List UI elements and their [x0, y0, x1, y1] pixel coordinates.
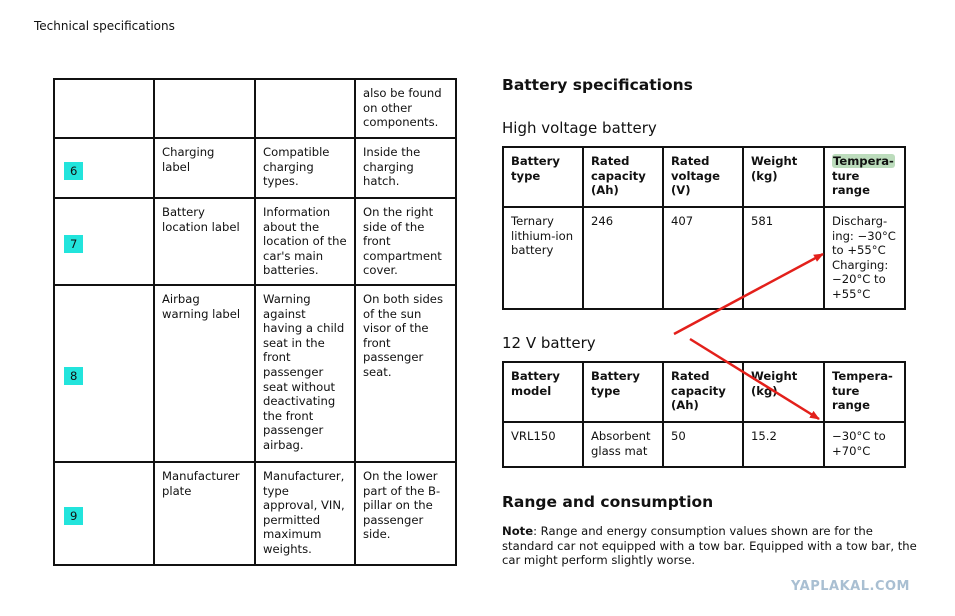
number-cell: 7 [53, 197, 155, 286]
item-number-badge: 8 [64, 367, 84, 386]
battery-specs-heading: Battery specifications [502, 76, 693, 94]
number-cell: 9 [53, 460, 155, 566]
cell: 407 [662, 206, 744, 310]
12v-battery-table: Battery model Battery type Rated capacit… [502, 361, 906, 468]
cell: 50 [662, 421, 744, 468]
table-row: VRL150 Absorbent glass mat 50 15.2 −30°C… [502, 421, 906, 468]
table-row: Ternary lithium-ion battery 246 407 581 … [502, 206, 906, 310]
high-voltage-table: Battery type Rated capacity (Ah) Rated v… [502, 146, 906, 310]
cell: Discharg- ing: −30°C to +55°C Charging: … [823, 206, 906, 310]
cell-location: On the right side of the front compartme… [354, 197, 457, 286]
table-row: 7 Battery location label Information about… [53, 197, 457, 286]
table-row: 9 Manufacturer plate Manufacturer, type ap… [53, 460, 457, 566]
number-cell [53, 78, 155, 139]
watermark: YAPLAKAL.COM [791, 579, 910, 594]
cell-description [254, 78, 356, 139]
cell: 581 [742, 206, 825, 310]
header-cell: Tempera- ture range [823, 361, 906, 423]
cell-location: On the lower part of the B- pillar on th… [354, 460, 457, 566]
table-header-row: Battery type Rated capacity (Ah) Rated v… [502, 146, 906, 208]
cell-location: also be found on other components. [354, 78, 457, 139]
header-cell: Rated capacity (Ah) [662, 361, 744, 423]
number-cell: 8 [53, 283, 155, 463]
cell-name [153, 78, 256, 139]
header-cell: Weight (kg) [742, 146, 825, 208]
highlight-mark: Tempera- [832, 154, 895, 168]
cell: 15.2 [742, 421, 825, 468]
header-cell: Battery type [502, 146, 584, 208]
range-note: Note: Range and energy consumption value… [502, 524, 917, 568]
table-row: also be found on other components. [53, 78, 457, 139]
item-number-badge: 6 [64, 162, 84, 180]
cell-name: Charging label [153, 137, 256, 199]
cell-name: Airbag warning label [153, 283, 256, 463]
header-cell: Weight (kg) [742, 361, 825, 423]
cell: −30°C to +70°C [823, 421, 906, 468]
item-number-badge: 7 [64, 235, 84, 254]
table-header-row: Battery model Battery type Rated capacit… [502, 361, 906, 423]
cell-description: Compatible charging types. [254, 137, 356, 199]
cell-name: Battery location label [153, 197, 256, 286]
cell: Ternary lithium-ion battery [502, 206, 584, 310]
range-heading: Range and consumption [502, 493, 714, 511]
header-cell: Battery model [502, 361, 584, 423]
cell: 246 [582, 206, 664, 310]
header-cell: Battery type [582, 361, 664, 423]
page-header: Technical specifications [34, 19, 175, 33]
item-number-badge: 9 [64, 507, 84, 526]
cell-location: On both sides of the sun visor of the fr… [354, 283, 457, 463]
header-cell: Rated voltage (V) [662, 146, 744, 208]
table-row: 6 Charging label Compatible charging types… [53, 137, 457, 199]
cell: Absorbent glass mat [582, 421, 664, 468]
cell-description: Information about the location of the ca… [254, 197, 356, 286]
cell-description: Manufacturer, type approval, VIN, permit… [254, 460, 356, 566]
header-cell: Rated capacity (Ah) [582, 146, 664, 208]
cell-location: Inside the charging hatch. [354, 137, 457, 199]
high-voltage-heading: High voltage battery [502, 119, 657, 137]
labels-table: also be found on other components. 6 Charg… [53, 78, 457, 566]
number-cell: 6 [53, 137, 155, 199]
table-row: 8 Airbag warning label Warning against hav… [53, 283, 457, 463]
cell: VRL150 [502, 421, 584, 468]
12v-heading: 12 V battery [502, 334, 596, 352]
cell-name: Manufacturer plate [153, 460, 256, 566]
cell-description: Warning against having a child seat in t… [254, 283, 356, 463]
header-cell-temperature: Tempera- ture range [823, 146, 906, 208]
